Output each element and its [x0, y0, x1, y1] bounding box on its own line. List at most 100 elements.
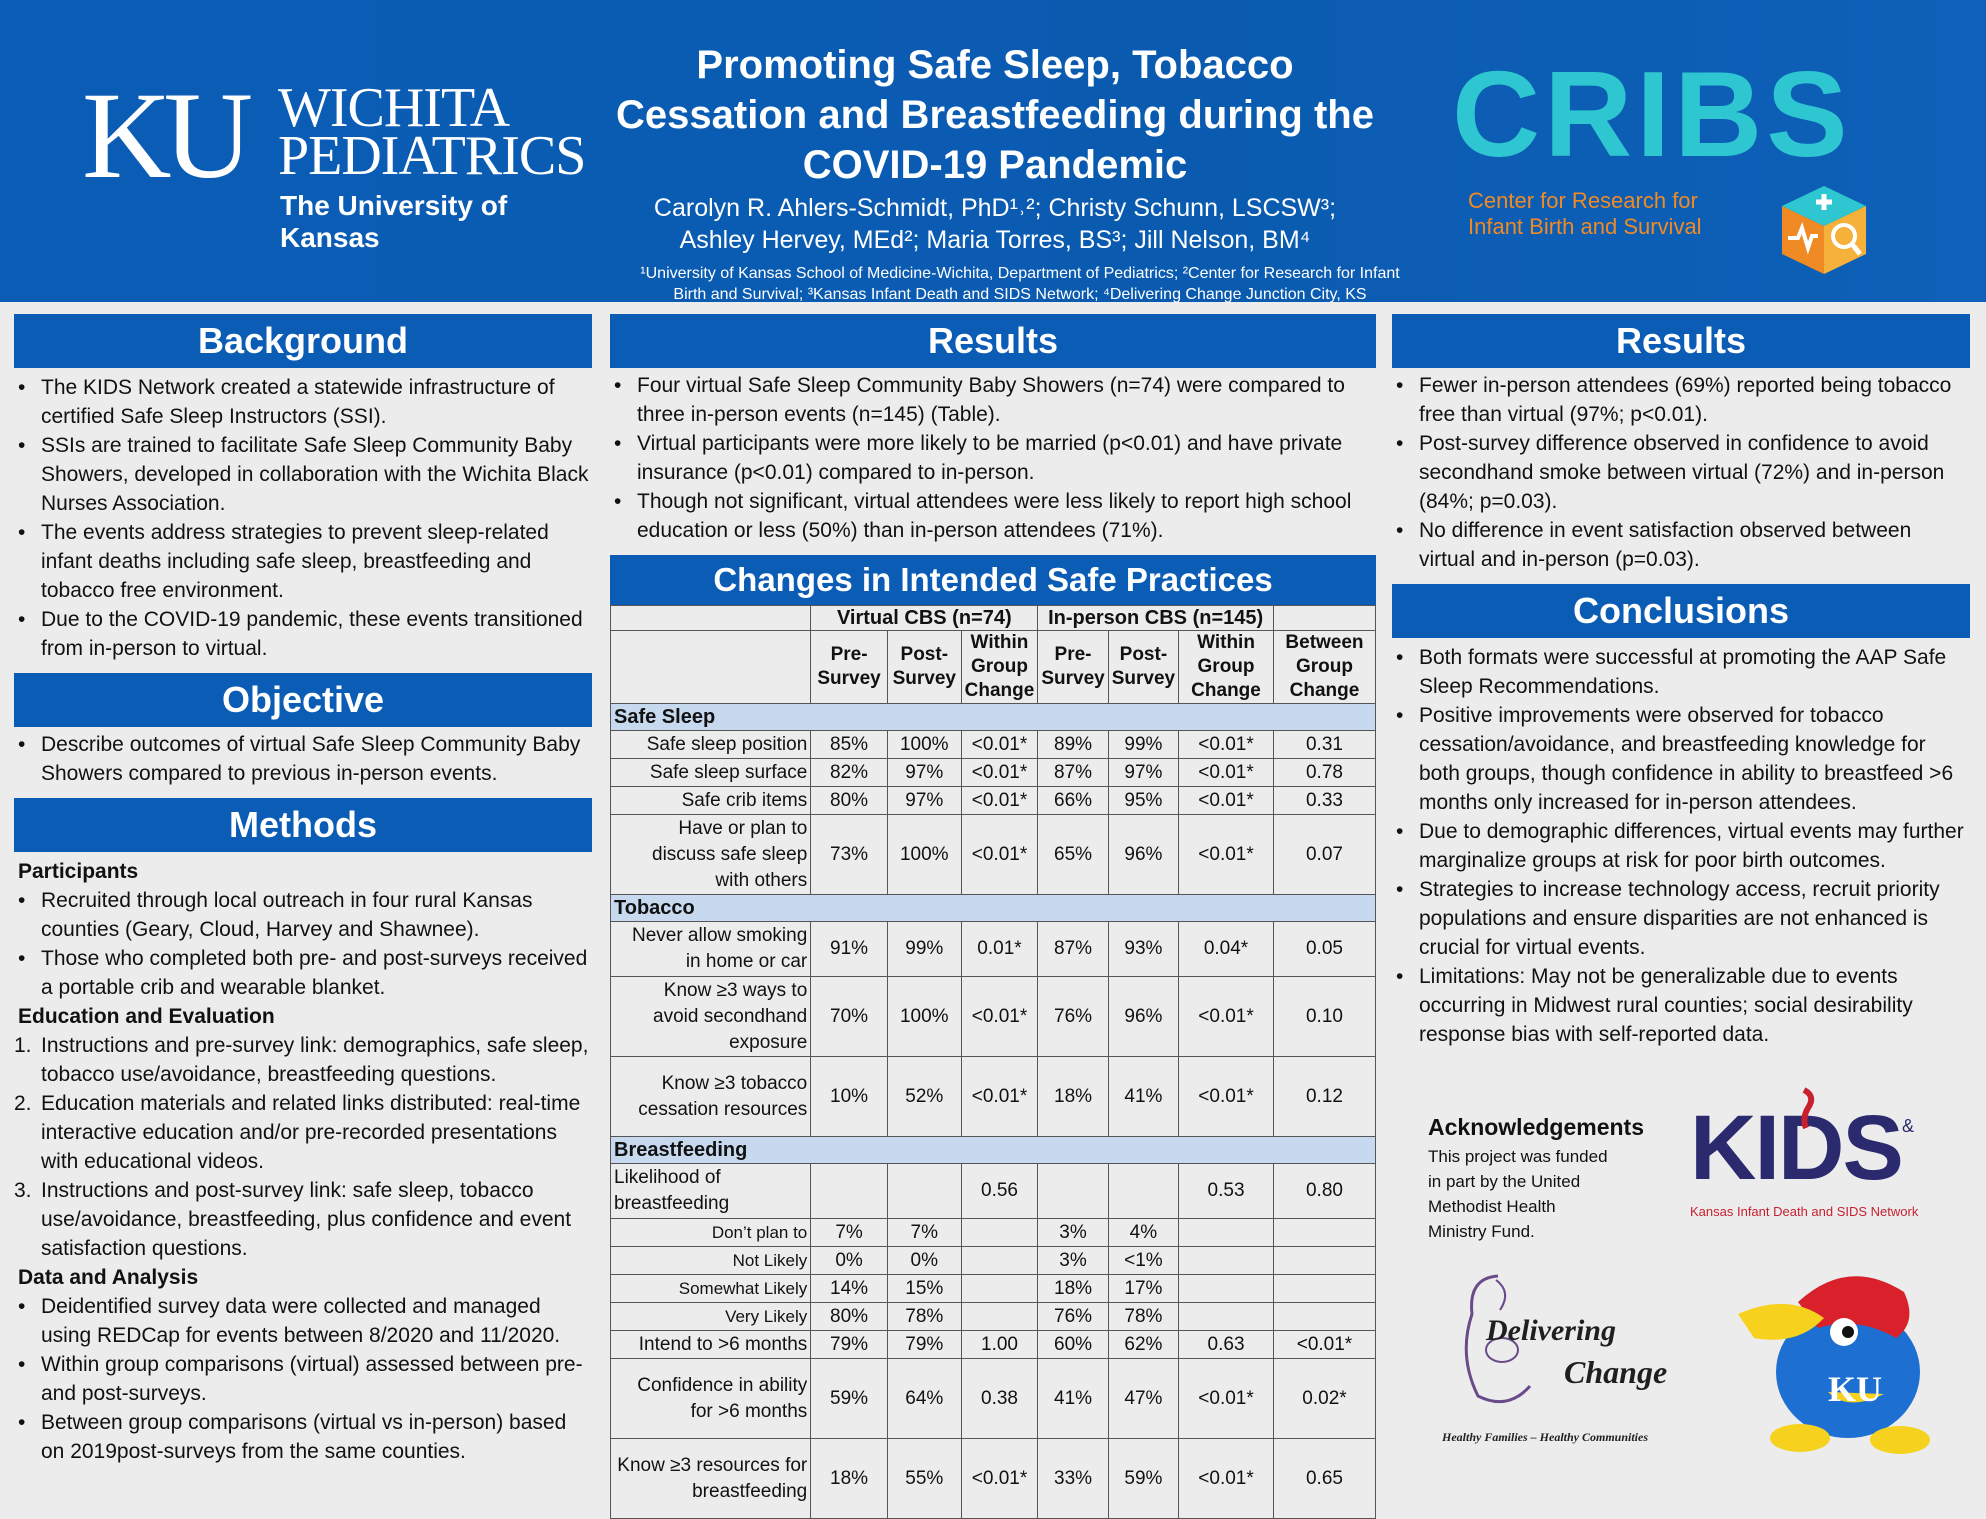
list-number: 3.	[14, 1179, 32, 1202]
list-item: Deidentified survey data were collected …	[14, 1292, 592, 1350]
table-cell	[1107, 1163, 1180, 1219]
table-cell: 10%	[810, 1056, 888, 1137]
list-item: 2. Education materials and related links …	[14, 1089, 592, 1176]
table-heading: Changes in Intended Safe Practices	[610, 555, 1376, 605]
table-cell	[960, 1302, 1039, 1331]
col-header-pre: Pre-Survey	[810, 630, 888, 704]
list-item: The KIDS Network created a statewide inf…	[14, 373, 592, 431]
table-cell: <0.01*	[1178, 1438, 1274, 1519]
ku-logo-subtitle: The University of Kansas	[280, 190, 508, 253]
jayhawk-logo: KU	[1728, 1262, 1950, 1462]
list-item: Due to the COVID-19 pandemic, these even…	[14, 605, 592, 663]
table-cell: <0.01*	[1178, 976, 1274, 1057]
table-row: Know ≥3 resources for breastfeeding 18% 55…	[609, 1438, 1377, 1519]
table-cell: 0.33	[1272, 786, 1377, 815]
table-row-label: Not Likely	[609, 1246, 812, 1275]
table-body: Virtual CBS (n=74) In-person CBS (n=145)…	[609, 605, 1377, 1519]
table-cell: 79%	[810, 1330, 888, 1359]
objective-list: Describe outcomes of virtual Safe Sleep …	[14, 730, 592, 788]
table-cell: <0.01*	[960, 1438, 1039, 1519]
table-cell: 0.10	[1272, 976, 1377, 1057]
table-corner-cell	[609, 605, 812, 631]
table-cell: <0.01*	[1178, 730, 1274, 759]
data-analysis-heading: Data and Analysis	[18, 1266, 199, 1289]
table-cell: 60%	[1037, 1330, 1109, 1359]
cribs-logo: CRIBS Center for Research for Infant Bir…	[1452, 46, 1882, 274]
table-cell: 0.80	[1272, 1163, 1377, 1219]
virtual-group-header: Virtual CBS (n=74)	[810, 605, 1039, 631]
table-cell: 65%	[1037, 814, 1109, 895]
ack-line: in part by the United	[1428, 1172, 1581, 1191]
table-cell: 82%	[810, 758, 888, 787]
results-right-list: Fewer in-person attendees (69%) reported…	[1392, 371, 1970, 574]
table-row: Know ≥3 ways to avoid secondhand exposur…	[609, 976, 1377, 1057]
table-row-label: Don’t plan to	[609, 1218, 812, 1247]
table-cell	[810, 1163, 888, 1219]
table-cell	[1178, 1218, 1274, 1247]
table-row-label: Have or plan to discuss safe sleep with …	[609, 814, 812, 895]
poster-authors: Carolyn R. Ahlers-Schmidt, PhD¹˒²; Chris…	[605, 192, 1385, 256]
table-cell: 97%	[886, 758, 962, 787]
table-row-label: Know ≥3 resources for breastfeeding	[609, 1438, 812, 1519]
table-cell: 52%	[886, 1056, 962, 1137]
education-list: 1. Instructions and pre-survey link: demo…	[14, 1031, 592, 1263]
list-item: Those who completed both pre- and post-s…	[14, 944, 592, 1002]
table-cell: 100%	[886, 976, 962, 1057]
cribs-subtitle-line-1: Center for Research for	[1468, 188, 1698, 213]
col-header-post: Post-Survey	[886, 630, 962, 704]
table-cell: 64%	[886, 1358, 962, 1439]
table-cell: 100%	[886, 814, 962, 895]
table-row: Never allow smoking in home or car 91% 99%…	[609, 921, 1377, 977]
ack-line: Ministry Fund.	[1428, 1222, 1535, 1241]
table-row: Safe sleep position 85% 100% <0.01* 89% 99% <0…	[609, 730, 1377, 759]
table-row-label: Very Likely	[609, 1302, 812, 1331]
table-category-label: Safe Sleep	[610, 703, 1376, 731]
table-cell: 0.31	[1272, 730, 1377, 759]
table-group-header-row: Virtual CBS (n=74) In-person CBS (n=145)	[609, 605, 1377, 631]
table-cell	[886, 1163, 962, 1219]
list-item: Between group comparisons (virtual vs in…	[14, 1408, 592, 1466]
table-cell: 100%	[886, 730, 962, 759]
list-item: Both formats were successful at promotin…	[1392, 643, 1970, 701]
table-category-row: Safe Sleep	[610, 703, 1376, 731]
cribs-subtitle-line-2: Infant Birth and Survival	[1468, 214, 1702, 239]
education-heading: Education and Evaluation	[18, 1005, 275, 1028]
col-header-pre: Pre-Survey	[1037, 630, 1109, 704]
poster-header: KU WICHITA PEDIATRICS The University of …	[0, 0, 1986, 303]
table-row: Have or plan to discuss safe sleep with …	[609, 814, 1377, 895]
list-item: Fewer in-person attendees (69%) reported…	[1392, 371, 1970, 429]
table-cell: 76%	[1037, 1302, 1109, 1331]
table-cell	[1272, 1274, 1377, 1303]
table-cell: 66%	[1037, 786, 1109, 815]
table-cell: 80%	[810, 1302, 888, 1331]
table-cell: 0.78	[1272, 758, 1377, 787]
conclusions-heading: Conclusions	[1392, 584, 1970, 638]
table-row-label: Safe crib items	[609, 786, 812, 815]
kids-logo-amp: &	[1902, 1116, 1915, 1136]
table-row: Don’t plan to 7% 7% 3% 4%	[609, 1218, 1377, 1247]
table-cell: 18%	[1037, 1274, 1109, 1303]
table-column-header-row: Pre-Survey Post-Survey Within Group Chan…	[609, 630, 1377, 704]
table-cell: 0.01*	[960, 921, 1039, 977]
kids-network-logo: KIDS & Kansas Infant Death and SIDS Netw…	[1690, 1086, 1970, 1226]
middle-column: Results Four virtual Safe Sleep Communit…	[609, 314, 1377, 1519]
table-cell: 79%	[886, 1330, 962, 1359]
table-cell: <0.01*	[960, 786, 1039, 815]
table-row-label: Safe sleep surface	[609, 758, 812, 787]
table-cell: 99%	[1107, 730, 1180, 759]
cribs-cube-icon	[1782, 186, 1866, 274]
table-cell: 78%	[886, 1302, 962, 1331]
table-cell: 97%	[1107, 758, 1180, 787]
col-header-between: Between Group Change	[1272, 630, 1377, 704]
results-heading: Results	[610, 314, 1376, 368]
table-row-label: Somewhat Likely	[609, 1274, 812, 1303]
cribs-logo-subtitle: Center for Research for Infant Birth and…	[1468, 188, 1702, 240]
delivering-tagline: Healthy Families – Healthy Communities	[1442, 1430, 1649, 1444]
table-cell: 85%	[810, 730, 888, 759]
cribs-logo-word: CRIBS	[1452, 46, 1852, 182]
table-cell: <0.01*	[1178, 1358, 1274, 1439]
table-cell	[1272, 1246, 1377, 1275]
results-table: Virtual CBS (n=74) In-person CBS (n=145)…	[609, 605, 1377, 1519]
col-header-post: Post-Survey	[1107, 630, 1180, 704]
table-row: Not Likely 0% 0% 3% <1%	[609, 1246, 1377, 1275]
